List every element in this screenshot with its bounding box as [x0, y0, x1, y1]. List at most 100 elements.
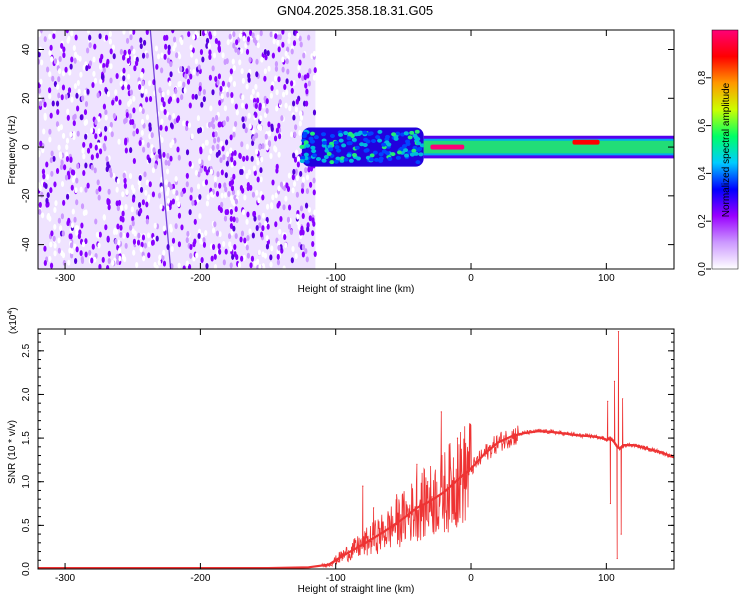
- heatmap-cell: [252, 165, 257, 172]
- heatmap-cell: [269, 31, 273, 38]
- heatmap-cell: [387, 156, 393, 161]
- heatmap-cell: [281, 41, 285, 48]
- heatmap-cell: [272, 38, 276, 45]
- heatmap-cell: [105, 155, 109, 162]
- heatmap-cell: [291, 100, 296, 107]
- heatmap-cell: [187, 263, 192, 269]
- heatmap-cell: [123, 182, 127, 189]
- heatmap-cell: [214, 38, 219, 45]
- heatmap-cell: [277, 133, 282, 140]
- y-tick-label: 0.5: [21, 518, 32, 532]
- heatmap-cell: [211, 89, 215, 96]
- heatmap-cell: [234, 198, 239, 205]
- heatmap-cell: [258, 105, 262, 112]
- heatmap-cell: [287, 204, 292, 211]
- heatmap-cell: [70, 56, 74, 63]
- heatmap-cell: [221, 52, 225, 59]
- heatmap-cell: [145, 179, 149, 186]
- heatmap-cell: [298, 120, 302, 127]
- heatmap-cell: [171, 139, 175, 146]
- heatmap-cell: [235, 217, 239, 224]
- heatmap-cell: [169, 71, 173, 78]
- heatmap-cell: [304, 167, 308, 174]
- heatmap-cell: [328, 147, 334, 152]
- heatmap-cell: [122, 54, 126, 61]
- colorbar-tick-label: 0.6: [697, 118, 708, 132]
- heatmap-cell: [182, 265, 186, 269]
- heatmap-cell: [224, 248, 228, 255]
- heatmap-cell: [282, 185, 287, 192]
- heatmap-cell: [119, 215, 123, 222]
- heatmap-cell: [134, 60, 139, 67]
- heatmap-cell: [49, 241, 53, 248]
- heatmap-cell: [254, 148, 259, 155]
- heatmap-cell: [150, 132, 154, 139]
- heatmap-cell: [177, 241, 182, 248]
- heatmap-cell: [140, 241, 144, 248]
- heatmap-cell: [131, 220, 135, 227]
- heatmap-cell: [119, 80, 123, 87]
- heatmap-cell: [409, 130, 415, 135]
- heatmap-cell: [52, 30, 56, 34]
- heatmap-cell: [303, 74, 307, 81]
- heatmap-cell: [205, 200, 210, 207]
- heatmap-cell: [66, 170, 71, 177]
- heatmap-cell: [176, 97, 180, 104]
- heatmap-cell: [59, 124, 64, 131]
- heatmap-cell: [48, 71, 52, 78]
- heatmap-cell: [301, 176, 306, 183]
- heatmap-cell: [139, 207, 143, 214]
- heatmap-cell: [294, 253, 298, 260]
- heatmap-cell: [53, 223, 57, 230]
- heatmap-cell: [333, 159, 339, 164]
- heatmap-cell: [137, 232, 141, 239]
- y-tick-label: 0.0: [21, 562, 32, 576]
- heatmap-cell: [127, 84, 131, 91]
- heatmap-cell: [241, 116, 245, 123]
- heatmap-cell: [215, 190, 220, 197]
- heatmap-cell: [253, 215, 257, 222]
- heatmap-cell: [305, 174, 310, 181]
- heatmap-cell: [141, 52, 146, 59]
- heatmap-cell: [80, 203, 85, 210]
- heatmap-cell: [160, 118, 164, 125]
- heatmap-cell: [97, 194, 101, 201]
- heatmap-cell: [193, 218, 197, 225]
- heatmap-cell: [213, 221, 217, 228]
- heatmap-cell: [312, 189, 316, 196]
- heatmap-cell: [189, 44, 193, 51]
- heatmap-cell: [306, 226, 310, 233]
- heatmap-cell: [299, 170, 303, 177]
- heatmap-cell: [160, 67, 164, 74]
- heatmap-cell: [216, 171, 220, 178]
- heatmap-cell: [81, 95, 85, 102]
- heatmap-cell: [211, 65, 215, 72]
- heatmap-cell: [300, 187, 305, 194]
- heatmap-cell: [247, 72, 251, 79]
- heatmap-cell: [76, 163, 80, 170]
- snr-spike-point: [373, 507, 375, 509]
- heatmap-cell: [245, 244, 249, 251]
- heatmap-cell: [77, 88, 81, 95]
- heatmap-cell: [57, 237, 61, 244]
- heatmap-cell: [106, 198, 110, 205]
- y-tick-label: 0: [21, 144, 32, 150]
- y-tick-label: 40: [21, 44, 32, 56]
- heatmap-cell: [139, 43, 143, 50]
- heatmap-cell: [46, 174, 50, 181]
- heatmap-cell: [157, 192, 162, 199]
- heatmap-cell: [231, 58, 235, 65]
- heatmap-cell: [230, 161, 234, 168]
- heatmap-cell: [294, 168, 298, 175]
- heatmap-cell: [38, 150, 41, 157]
- heatmap-cell: [343, 131, 349, 136]
- heatmap-cell: [125, 189, 129, 196]
- heatmap-cell: [125, 37, 130, 44]
- heatmap-cell: [216, 136, 221, 143]
- heatmap-cell: [203, 165, 207, 172]
- heatmap-cell: [250, 255, 255, 262]
- heatmap-cell: [140, 129, 144, 136]
- heatmap-cell: [164, 125, 168, 132]
- heatmap-cell: [306, 72, 310, 79]
- heatmap-cell: [126, 57, 130, 64]
